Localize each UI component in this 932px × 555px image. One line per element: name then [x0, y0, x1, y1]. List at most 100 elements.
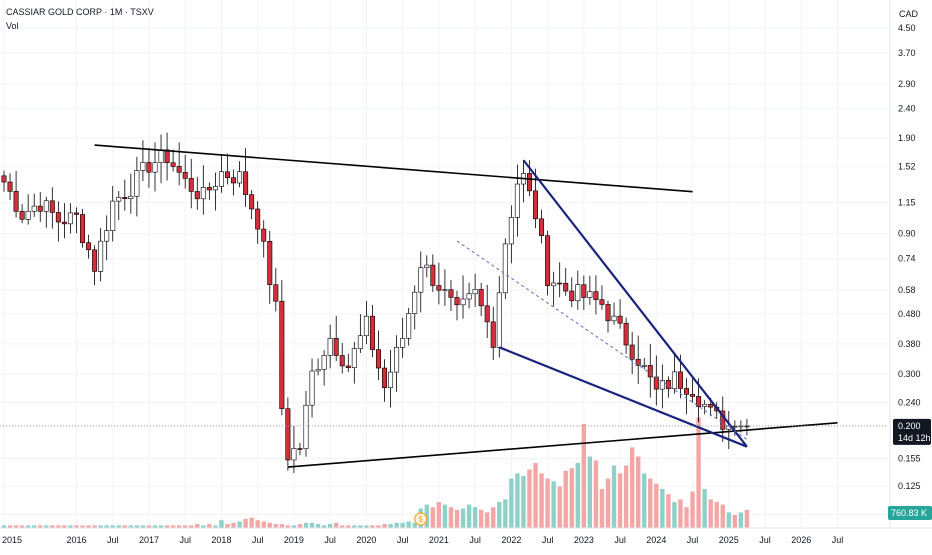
volume-bar	[98, 525, 103, 528]
candle-body	[587, 291, 593, 298]
candle	[508, 205, 514, 264]
candle-body	[243, 171, 249, 195]
y-tick-label: 0.90	[898, 229, 916, 239]
candle-body	[255, 208, 261, 230]
x-tick-label: Jul	[252, 535, 264, 545]
volume-bar	[56, 525, 61, 528]
candle	[551, 271, 557, 307]
y-tick-label: 0.380	[898, 339, 921, 349]
candle-body	[430, 264, 436, 286]
candle-body	[261, 228, 267, 242]
candle-body	[182, 171, 188, 179]
volume-bar	[533, 463, 538, 528]
candle	[55, 201, 61, 242]
candle	[671, 355, 677, 394]
candle	[563, 267, 569, 296]
candle-body	[436, 285, 442, 291]
candle-body	[92, 249, 98, 272]
candle	[611, 302, 617, 325]
volume-bar	[164, 525, 170, 528]
candle-countdown: 14d 12h	[898, 433, 931, 443]
y-tick-label: 0.58	[898, 285, 916, 295]
candle	[647, 344, 653, 398]
volume-badge	[888, 506, 932, 520]
candle	[43, 196, 49, 228]
volume-bar	[219, 520, 224, 528]
candle-body	[635, 358, 641, 366]
volume-bar	[189, 525, 194, 528]
last-price-badge	[893, 418, 931, 445]
volume-bar	[599, 489, 605, 528]
candle	[303, 391, 309, 457]
candle-body	[49, 200, 55, 213]
candle	[73, 207, 79, 234]
candle	[539, 209, 545, 244]
volume-bar	[152, 525, 158, 528]
candle	[122, 179, 128, 211]
candle-body	[13, 191, 19, 212]
volume-bar	[744, 509, 750, 528]
volume-bar	[587, 456, 593, 528]
candle-body	[218, 171, 224, 187]
candle-body	[514, 183, 520, 218]
volume-bar	[382, 524, 387, 528]
volume-bar	[346, 525, 351, 528]
volume-bar	[593, 460, 599, 528]
volume-bar	[291, 525, 297, 528]
volume-bar	[509, 478, 514, 528]
candle	[116, 190, 122, 221]
candle-body	[267, 241, 273, 286]
candle-body	[677, 371, 683, 389]
candle	[333, 315, 339, 362]
last-price-value: 0.200	[898, 421, 921, 431]
candle	[496, 276, 502, 358]
candle-body	[194, 191, 200, 200]
volume-bar	[642, 473, 647, 528]
candle	[158, 134, 164, 184]
candle-body	[315, 369, 321, 372]
candle	[19, 203, 25, 224]
trendline-dashed-channel	[456, 240, 748, 440]
candle-body	[533, 190, 539, 220]
candle-body	[388, 371, 394, 388]
candle	[472, 273, 478, 307]
candle-body	[581, 284, 587, 298]
volume-bar	[684, 507, 689, 528]
candle	[315, 358, 321, 376]
volume-bar	[478, 509, 484, 528]
candle-body	[351, 348, 357, 368]
candle	[273, 268, 279, 312]
candle	[224, 153, 230, 185]
candle-body	[61, 221, 67, 225]
volume-bar	[527, 469, 532, 528]
volume-bar	[454, 509, 460, 528]
candle	[188, 158, 194, 209]
volume-bar	[629, 447, 635, 528]
candle	[569, 277, 575, 308]
volume-bar	[122, 525, 127, 528]
volume-bar	[7, 525, 13, 528]
candle	[484, 284, 490, 339]
candle-body	[321, 355, 327, 370]
volume-bar	[231, 522, 236, 528]
volume-bar	[430, 507, 436, 528]
candle-body	[291, 448, 297, 461]
candle	[605, 300, 611, 333]
candle-body	[345, 365, 351, 368]
volume-indicator-label: Vol	[6, 21, 19, 31]
volume-bar	[140, 525, 146, 528]
x-tick-label: Jul	[469, 535, 481, 545]
candle-body	[375, 349, 381, 369]
candle	[466, 282, 472, 309]
candle	[382, 359, 388, 402]
candle	[454, 290, 460, 321]
candle-body	[273, 284, 279, 302]
candle	[478, 282, 484, 317]
candle-body	[454, 297, 460, 306]
candle	[357, 314, 363, 353]
candle	[375, 330, 381, 380]
candle	[339, 342, 345, 374]
candle	[98, 227, 104, 282]
